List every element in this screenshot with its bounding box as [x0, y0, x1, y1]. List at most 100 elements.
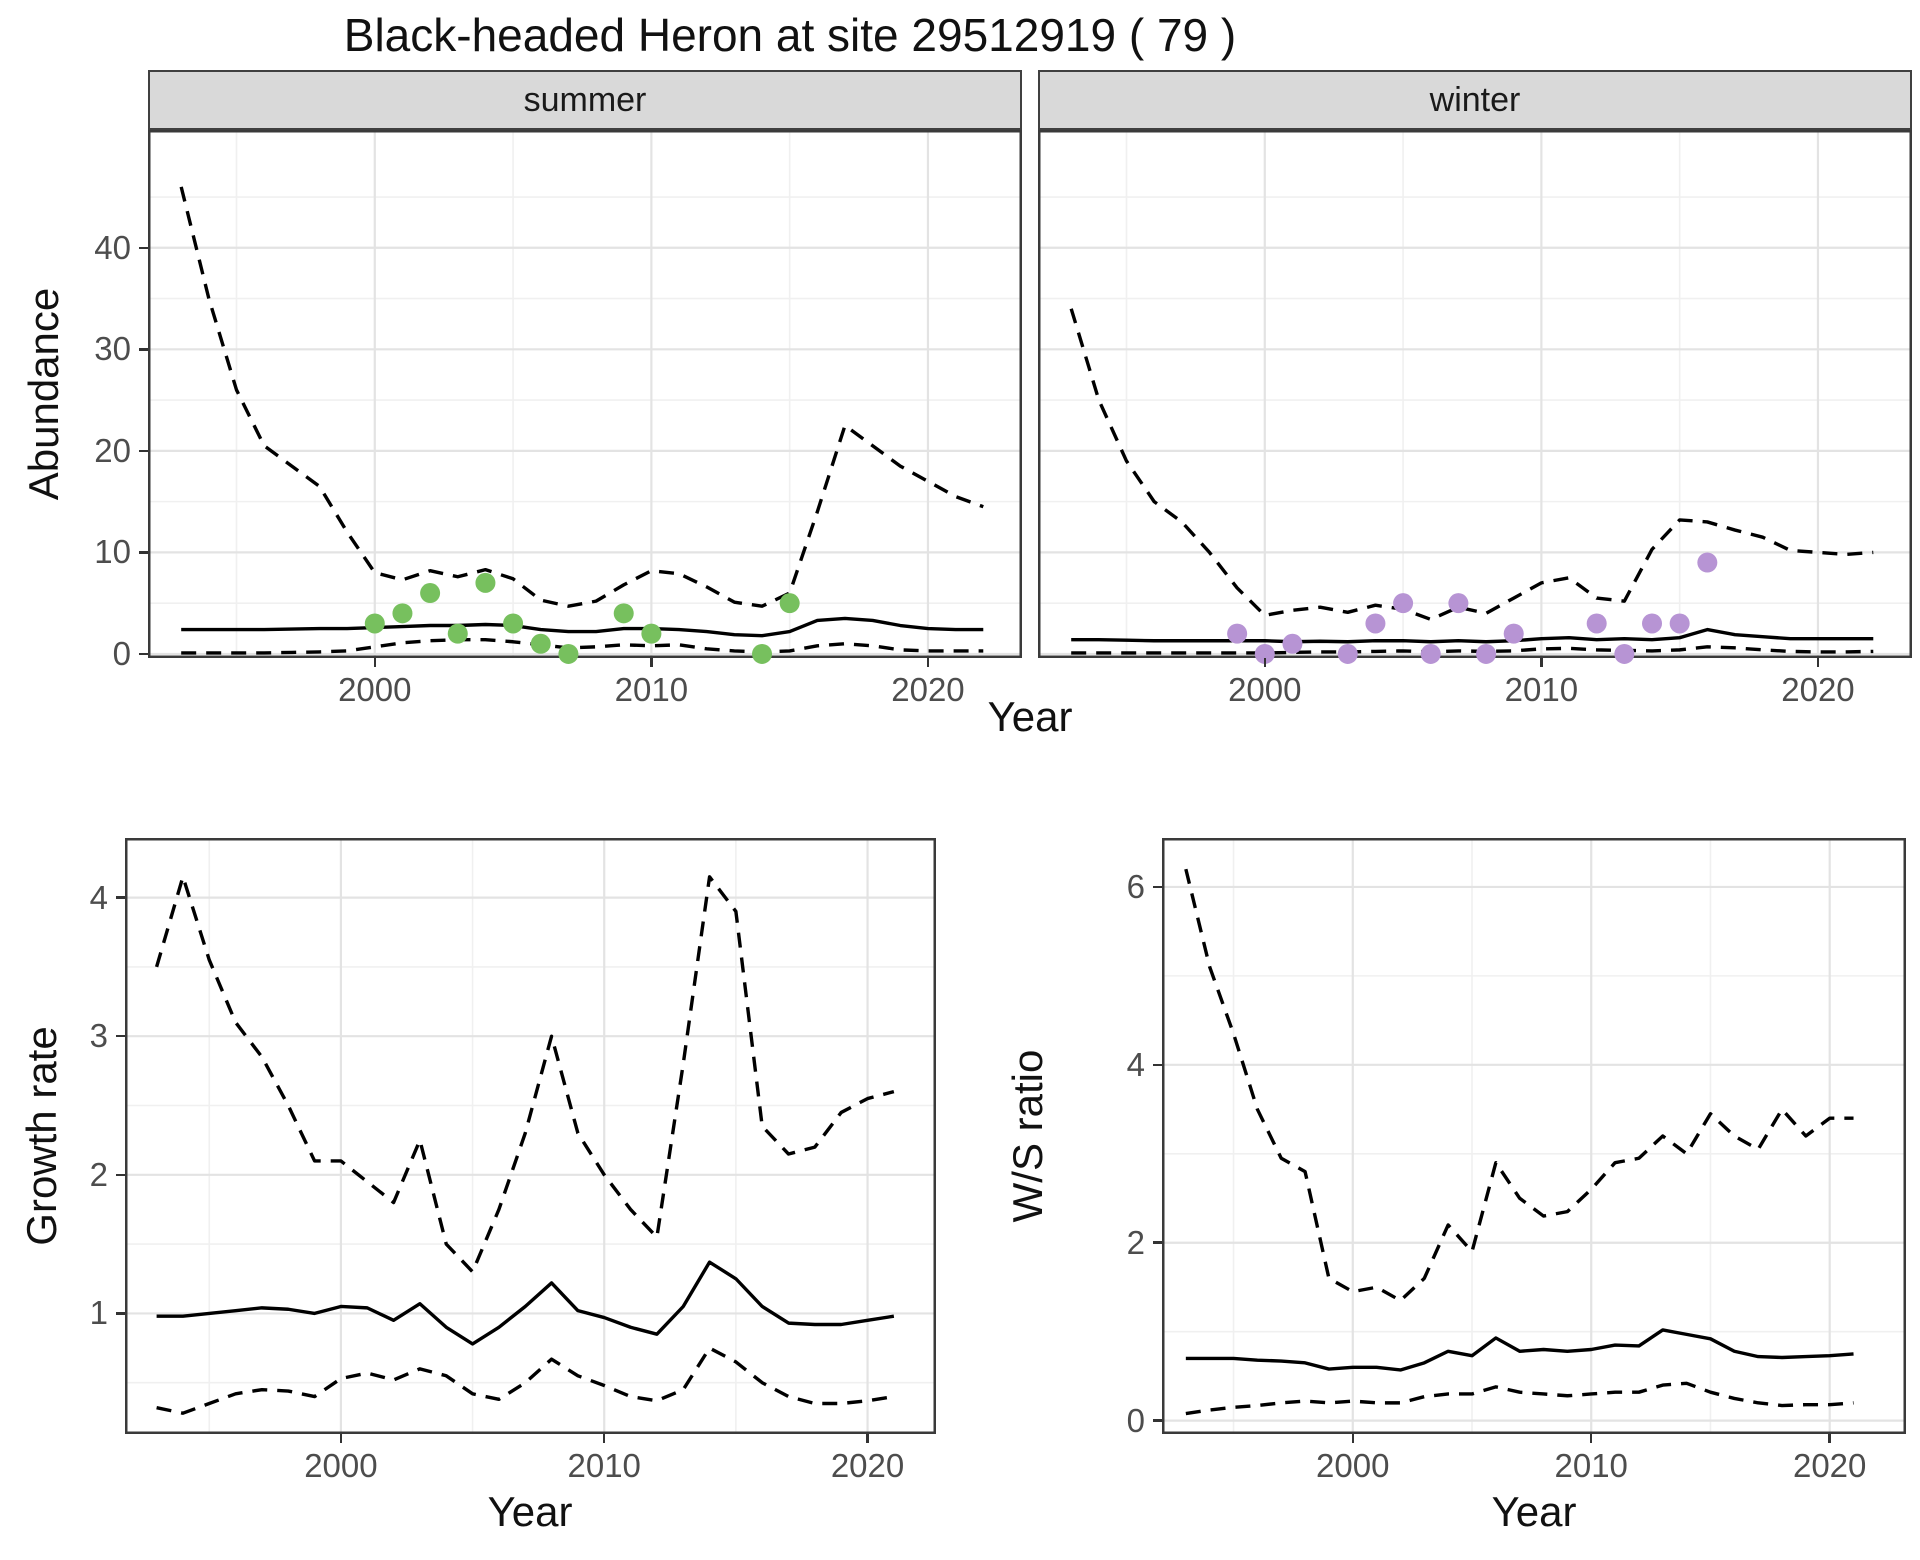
- y-tick-mark: [139, 652, 148, 656]
- abundance-summer-plot: [148, 130, 1022, 664]
- growth-rate-plot: [125, 838, 936, 1434]
- x-axis-title-year-ws: Year: [1491, 1488, 1577, 1535]
- y-tick-mark: [116, 1312, 125, 1315]
- x-tick-mark: [866, 1434, 869, 1443]
- x-tick-mark: [650, 658, 653, 667]
- data-point: [1642, 613, 1663, 634]
- data-point: [1614, 643, 1635, 664]
- data-point: [1697, 552, 1718, 573]
- x-tick-label: 2010: [614, 671, 689, 708]
- x-tick-mark: [1828, 1434, 1831, 1443]
- y-tick-mark: [1153, 885, 1162, 889]
- data-point: [1448, 593, 1469, 614]
- data-point: [475, 572, 496, 593]
- x-axis-title-year-growth: Year: [487, 1488, 573, 1535]
- y-tick-label: 4: [89, 878, 108, 916]
- x-tick-label: 2000: [1316, 1447, 1390, 1484]
- ws-ratio-median-line: [1185, 1328, 1854, 1372]
- facet-strip-label: winter: [1429, 80, 1521, 119]
- y-tick-mark: [139, 551, 148, 554]
- x-tick-mark: [1589, 1434, 1593, 1443]
- y-tick-mark: [1153, 1063, 1162, 1067]
- x-axis-title-year-top: Year: [987, 693, 1073, 740]
- abundance-winter-plot: [1038, 130, 1912, 664]
- data-point: [364, 613, 385, 634]
- y-tick-label: 3: [89, 1017, 108, 1055]
- y-tick-label: 2: [89, 1155, 108, 1193]
- abundance-winter-lower-ci-line: [1071, 645, 1874, 655]
- y-tick-mark: [139, 449, 148, 453]
- y-axis-title-growth-rate: Growth rate: [18, 1026, 65, 1246]
- x-tick-mark: [339, 1434, 343, 1443]
- data-point: [1227, 623, 1248, 644]
- data-point: [1393, 593, 1414, 614]
- y-tick-mark: [116, 896, 125, 899]
- abundance-winter-median-line: [1071, 627, 1874, 644]
- x-tick-mark: [926, 658, 930, 667]
- data-point: [779, 593, 800, 614]
- data-point: [1337, 643, 1358, 664]
- data-point: [1586, 613, 1607, 634]
- data-point: [558, 643, 579, 664]
- y-tick-label: 6: [1126, 867, 1145, 905]
- data-point: [503, 613, 524, 634]
- data-point: [641, 623, 662, 644]
- data-point: [530, 633, 551, 654]
- y-tick-mark: [1153, 1419, 1162, 1422]
- facet-strip-summer: summer: [148, 70, 1022, 130]
- data-point: [752, 643, 773, 664]
- y-tick-label: 20: [94, 431, 131, 469]
- data-point: [1503, 623, 1524, 644]
- y-tick-label: 1: [89, 1294, 108, 1332]
- y-tick-mark: [139, 348, 148, 351]
- x-tick-label: 2010: [1504, 671, 1579, 708]
- y-tick-mark: [139, 246, 148, 250]
- x-tick-label: 2020: [830, 1447, 905, 1484]
- y-tick-label: 4: [1126, 1045, 1145, 1083]
- x-tick-label: 2000: [304, 1447, 378, 1484]
- y-tick-mark: [116, 1034, 125, 1038]
- data-point: [447, 623, 468, 644]
- data-point: [613, 603, 634, 624]
- x-tick-mark: [1540, 658, 1543, 667]
- abundance-summer-upper-ci-line: [179, 186, 984, 608]
- abundance-winter-upper-ci-line: [1069, 308, 1874, 622]
- x-tick-label: 2010: [567, 1447, 641, 1484]
- abundance-summer-median-line: [181, 616, 984, 638]
- data-point: [1420, 643, 1441, 664]
- ws-ratio-plot: [1162, 838, 1906, 1434]
- data-point: [392, 603, 413, 624]
- y-tick-label: 0: [112, 634, 131, 672]
- data-point: [1282, 633, 1303, 654]
- abundance-summer-lower-ci-line: [181, 638, 984, 655]
- growth-rate-lower-ci-line: [156, 1346, 895, 1415]
- y-tick-label: 0: [1126, 1401, 1145, 1439]
- x-tick-mark: [1351, 1434, 1355, 1443]
- y-tick-mark: [1153, 1241, 1162, 1244]
- data-point: [1669, 613, 1690, 634]
- page-title: Black-headed Heron at site 29512919 ( 79…: [343, 9, 1237, 61]
- x-tick-label: 2020: [891, 671, 965, 708]
- x-tick-mark: [602, 1434, 606, 1443]
- data-point: [1476, 643, 1497, 664]
- y-tick-mark: [116, 1173, 125, 1177]
- y-tick-label: 10: [94, 533, 131, 571]
- facet-strip-winter: winter: [1038, 70, 1912, 130]
- y-tick-label: 2: [1126, 1223, 1145, 1261]
- x-tick-label: 2010: [1554, 1447, 1628, 1484]
- x-tick-label: 2020: [1792, 1447, 1867, 1484]
- x-tick-mark: [1263, 658, 1267, 667]
- x-tick-mark: [373, 658, 377, 667]
- data-point: [1254, 643, 1275, 664]
- facet-strip-label: summer: [523, 80, 647, 119]
- ws-ratio-upper-ci-line: [1184, 868, 1854, 1303]
- y-tick-label: 30: [94, 330, 131, 368]
- x-tick-label: 2000: [338, 671, 412, 708]
- data-point: [1365, 613, 1386, 634]
- growth-rate-median-line: [156, 1260, 895, 1346]
- x-tick-label: 2000: [1228, 671, 1302, 708]
- y-tick-label: 40: [94, 228, 131, 266]
- data-point: [420, 583, 441, 604]
- x-tick-mark: [1816, 658, 1820, 667]
